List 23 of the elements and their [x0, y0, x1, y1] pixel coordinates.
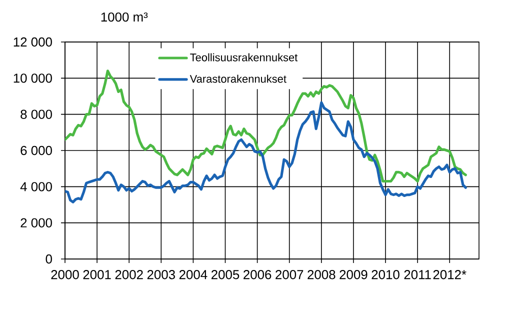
x-tick-label: 2010 — [372, 270, 400, 280]
x-tick-label: 2012* — [433, 270, 466, 280]
y-tick-label: 0 — [46, 254, 52, 264]
y-tick-label: 4 000 — [20, 182, 52, 192]
x-tick-label: 2000 — [51, 270, 79, 280]
x-tick-label: 2006 — [244, 270, 272, 280]
y-axis-title: 1000 m³ — [101, 12, 148, 22]
x-tick-label: 2001 — [83, 270, 111, 280]
y-tick-label: 12 000 — [14, 37, 52, 47]
y-tick-label: 10 000 — [14, 74, 52, 83]
legend-label: Varastorakennukset — [190, 74, 286, 83]
x-tick-label: 2003 — [147, 270, 175, 280]
y-tick-label: 8 000 — [20, 110, 52, 119]
x-tick-label: 2007 — [276, 270, 304, 280]
x-tick-label: 2011 — [404, 270, 431, 280]
y-tick-label: 2 000 — [20, 218, 52, 228]
x-tick-label: 2009 — [340, 270, 368, 280]
legend-label: Teollisuusrakennukset — [190, 53, 298, 62]
x-tick-label: 2002 — [115, 270, 143, 280]
x-tick-label: 2008 — [308, 270, 336, 280]
x-tick-label: 2004 — [179, 270, 208, 280]
y-tick-label: 6 000 — [20, 146, 52, 156]
x-tick-label: 2005 — [212, 270, 240, 280]
